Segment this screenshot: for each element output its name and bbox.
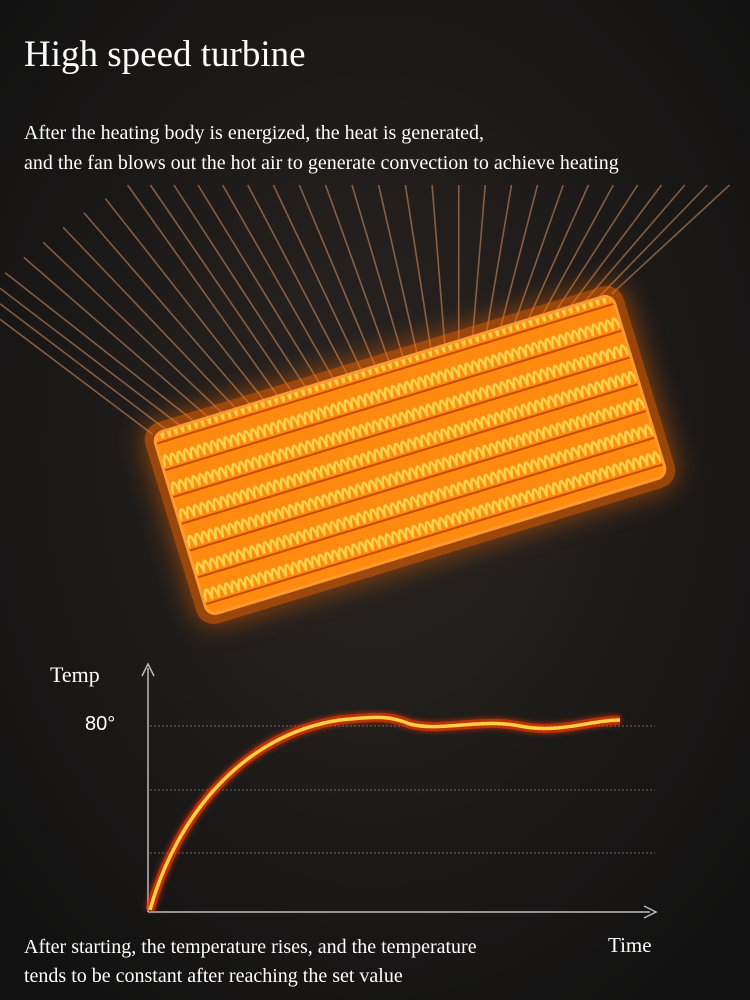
heat-ray xyxy=(42,241,223,414)
heat-ray xyxy=(0,303,168,431)
heat-ray xyxy=(298,184,377,367)
heat-ray xyxy=(272,184,363,371)
heat-ray xyxy=(221,184,335,380)
heat-ray xyxy=(527,184,590,320)
heat-ray xyxy=(126,184,279,397)
y-axis-label: Temp xyxy=(50,662,100,687)
title: High speed turbine xyxy=(24,34,306,75)
heat-ray xyxy=(197,184,321,384)
heat-ray xyxy=(377,184,418,354)
heat-ray xyxy=(247,184,349,376)
x-axis-label: Time xyxy=(608,933,652,957)
heat-ray xyxy=(555,184,639,312)
x-axis-arrow xyxy=(643,905,658,919)
heat-ray xyxy=(62,226,237,410)
heat-ray xyxy=(583,184,686,304)
caption-line: tends to be constant after reaching the … xyxy=(24,965,403,987)
y-tick-label: 80° xyxy=(85,713,115,735)
heat-ray xyxy=(541,184,615,316)
heat-rays xyxy=(0,184,731,435)
heat-ray xyxy=(471,184,487,337)
y-axis-arrow xyxy=(141,662,155,677)
description-line: After the heating body is energized, the… xyxy=(24,122,484,144)
description-line: and the fan blows out the hot air to gen… xyxy=(24,152,619,174)
heat-ray xyxy=(4,272,195,423)
heater-element xyxy=(144,285,676,625)
heat-ray xyxy=(404,184,432,350)
heat-ray xyxy=(324,184,390,363)
heat-ray xyxy=(431,184,446,346)
heat-ray xyxy=(499,184,539,329)
heat-ray xyxy=(569,184,663,308)
heat-ray xyxy=(0,287,182,427)
temperature-graph: Temp 80° Time xyxy=(50,662,658,957)
heat-ray xyxy=(23,256,209,418)
heat-ray xyxy=(485,184,513,333)
heat-ray xyxy=(597,184,709,299)
heat-ray xyxy=(104,198,265,401)
temperature-curve xyxy=(148,715,621,911)
heat-ray xyxy=(351,184,404,358)
heat-ray xyxy=(513,184,564,325)
heat-ray xyxy=(83,212,251,406)
heat-ray xyxy=(0,318,154,435)
heat-ray xyxy=(173,184,307,388)
heat-ray xyxy=(149,184,293,393)
heat-ray xyxy=(611,184,731,295)
caption-line: After starting, the temperature rises, a… xyxy=(24,936,477,958)
